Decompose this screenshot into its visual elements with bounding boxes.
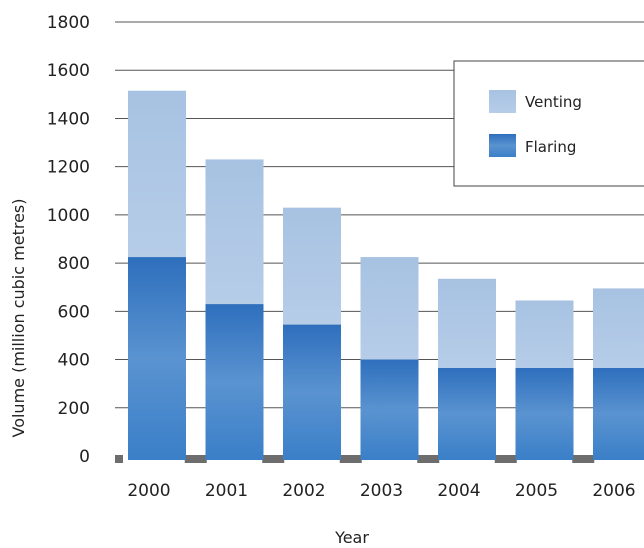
bar-flaring-2003 xyxy=(360,359,419,460)
bars xyxy=(128,90,644,460)
x-axis-title: Year xyxy=(334,528,369,547)
x-tick-label: 2003 xyxy=(360,481,403,501)
legend-swatch-flaring xyxy=(489,134,516,157)
bar-venting-2003 xyxy=(360,257,419,360)
legend-label-venting: Venting xyxy=(525,93,582,111)
baseline-mark xyxy=(417,455,440,463)
y-tick-label: 1600 xyxy=(47,61,90,81)
bar-flaring-2005 xyxy=(515,367,574,460)
bar-flaring-2000 xyxy=(128,257,186,460)
legend: Venting Flaring xyxy=(453,60,644,187)
x-tick-label: 2004 xyxy=(437,481,480,501)
y-tick-label: 400 xyxy=(58,351,90,371)
bar-flaring-2001 xyxy=(205,304,264,460)
y-tick-label: 1000 xyxy=(47,206,90,226)
baseline-mark xyxy=(184,455,207,463)
x-tick-label: 2002 xyxy=(282,481,325,501)
baseline-mark xyxy=(494,455,517,463)
x-tick-label: 2006 xyxy=(592,481,635,501)
bar-flaring-2004 xyxy=(438,367,496,460)
gridlines xyxy=(115,21,644,409)
y-tick-label: 1800 xyxy=(47,13,90,33)
bar-venting-2004 xyxy=(438,278,496,368)
y-tick-label: 1400 xyxy=(47,109,90,129)
legend-swatch-venting xyxy=(489,90,516,113)
x-tick-labels: 2000 2001 2002 2003 2004 2005 2006 xyxy=(127,481,635,501)
bar-flaring-2002 xyxy=(283,324,341,460)
y-tick-label: 200 xyxy=(58,399,90,419)
x-tick-label: 2001 xyxy=(205,481,248,501)
baseline-mark xyxy=(262,455,285,463)
x-tick-label: 2000 xyxy=(127,481,170,501)
legend-label-flaring: Flaring xyxy=(525,138,576,156)
baseline-marks xyxy=(115,455,595,463)
bar-flaring-2006 xyxy=(593,367,644,460)
y-axis-title: Volume (million cubic metres) xyxy=(9,199,28,438)
bar-venting-2002 xyxy=(283,207,341,325)
baseline-mark xyxy=(115,455,123,463)
y-tick-label: 1200 xyxy=(47,158,90,178)
bar-venting-2006 xyxy=(593,288,644,368)
baseline-mark xyxy=(339,455,362,463)
bar-venting-2005 xyxy=(515,300,574,368)
bar-venting-2000 xyxy=(128,90,186,258)
y-tick-labels: 0 200 400 600 800 1000 1200 1400 1600 1800 xyxy=(47,13,90,467)
legend-box xyxy=(453,60,644,187)
bar-venting-2001 xyxy=(205,159,264,305)
baseline-mark xyxy=(572,455,595,463)
y-tick-label: 800 xyxy=(58,254,90,274)
y-tick-label: 600 xyxy=(58,302,90,322)
y-tick-label: 0 xyxy=(79,447,90,467)
x-tick-label: 2005 xyxy=(515,481,558,501)
